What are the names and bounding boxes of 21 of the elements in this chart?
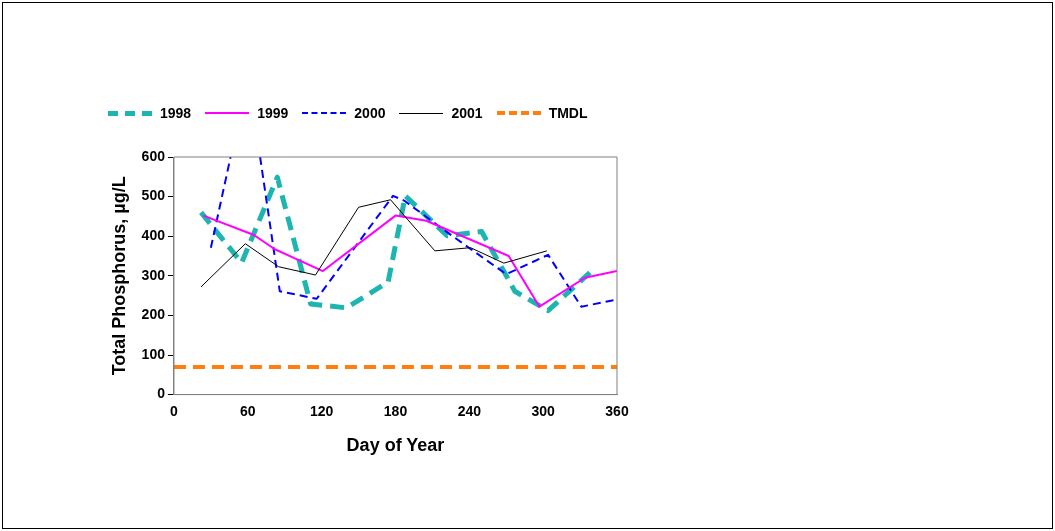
y-tick-label: 300 bbox=[141, 266, 166, 283]
legend-label: 1998 bbox=[160, 105, 192, 121]
x-tick-label: 240 bbox=[457, 402, 482, 419]
x-axis-title: Day of Year bbox=[346, 435, 445, 456]
y-tick-label: 0 bbox=[157, 385, 166, 402]
legend-label: 2000 bbox=[354, 105, 386, 121]
x-tick-label: 300 bbox=[531, 402, 556, 419]
x-tick-label: 120 bbox=[309, 402, 334, 419]
x-tick-label: 0 bbox=[170, 402, 179, 419]
y-tick-label: 100 bbox=[141, 345, 166, 362]
y-tick-label: 200 bbox=[141, 306, 166, 323]
legend-label: TMDL bbox=[548, 105, 588, 121]
x-tick-label: 60 bbox=[240, 402, 256, 419]
y-tick-label: 400 bbox=[141, 227, 166, 244]
legend-label: 2001 bbox=[451, 105, 483, 121]
legend-label: 1999 bbox=[257, 105, 289, 121]
x-tick-label: 180 bbox=[383, 402, 408, 419]
y-tick-label: 600 bbox=[141, 147, 166, 164]
y-axis-title: Total Phosphorus, µg/L bbox=[108, 176, 129, 376]
x-tick-label: 360 bbox=[605, 402, 629, 419]
y-tick-label: 500 bbox=[141, 187, 166, 204]
